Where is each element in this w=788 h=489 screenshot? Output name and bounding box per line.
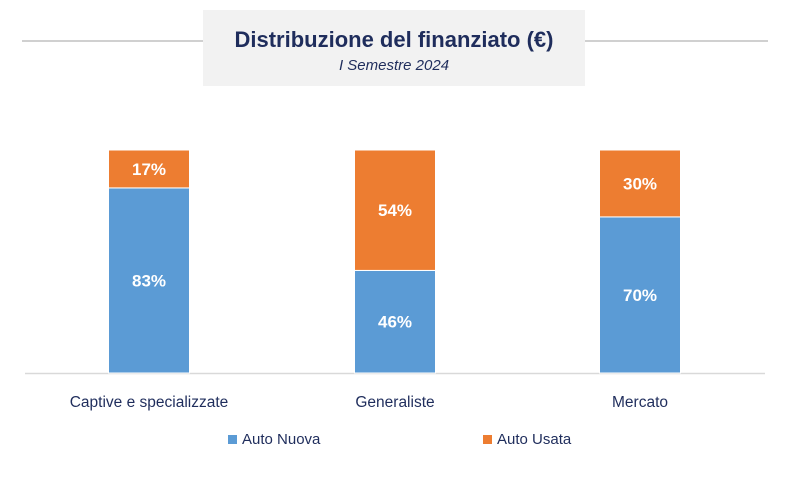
legend-label-auto-usata: Auto Usata xyxy=(497,430,572,448)
data-label-auto-nuova-2: 70% xyxy=(623,286,657,305)
data-label-auto-nuova-0: 83% xyxy=(132,271,166,290)
bar-auto-usata-2 xyxy=(599,149,681,218)
legend-label-auto-nuova: Auto Nuova xyxy=(242,430,321,448)
bar-auto-usata-0 xyxy=(108,149,190,189)
title-rule-right xyxy=(583,40,768,42)
chart-subtitle: I Semestre 2024 xyxy=(338,57,450,74)
chart-title: Distribuzione del finanziato (€) xyxy=(234,27,554,52)
data-label-auto-usata-0: 17% xyxy=(132,160,166,179)
title-rule-left xyxy=(22,40,205,42)
data-label-auto-usata-2: 30% xyxy=(623,174,657,193)
bar-auto-nuova-0 xyxy=(108,187,190,374)
legend-item-auto-nuova: Auto Nuova xyxy=(228,429,320,449)
category-label-2: Mercato xyxy=(612,394,668,411)
legend-item-auto-usata: Auto Usata xyxy=(483,429,571,449)
data-label-auto-usata-1: 54% xyxy=(378,201,412,220)
legend-swatch-auto-usata xyxy=(483,434,492,444)
legend-swatch-auto-nuova xyxy=(228,434,237,444)
title-box: Distribuzione del finanziato (€) I Semes… xyxy=(203,10,585,86)
category-label-1: Generaliste xyxy=(355,394,434,411)
data-label-auto-nuova-1: 46% xyxy=(378,313,412,332)
bar-auto-usata-1 xyxy=(354,149,436,271)
category-label-0: Captive e specializzate xyxy=(70,394,229,411)
